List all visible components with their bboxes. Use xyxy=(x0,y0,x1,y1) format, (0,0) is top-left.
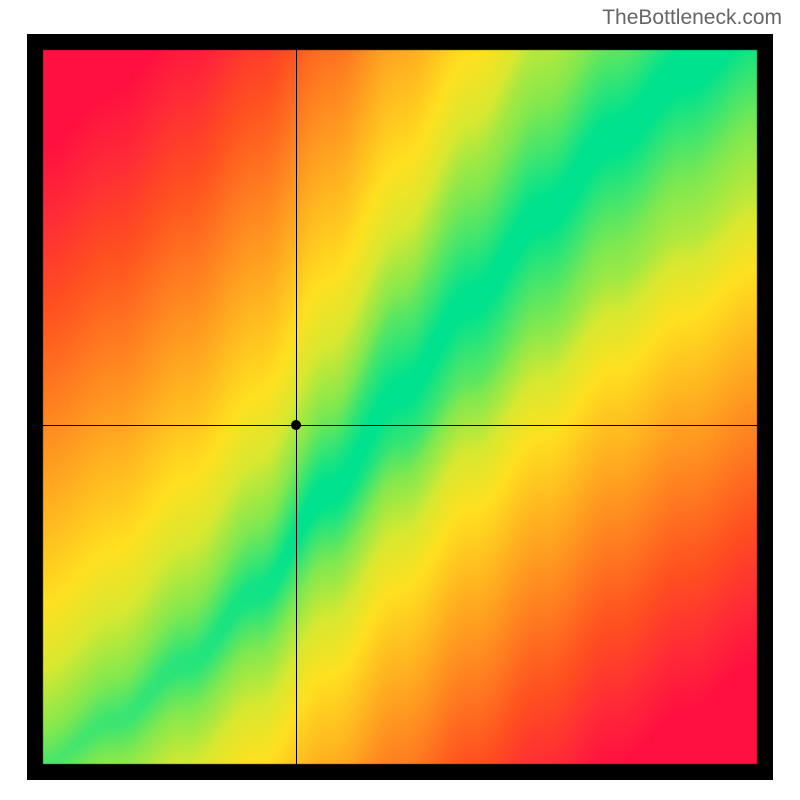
crosshair-vertical xyxy=(296,50,297,764)
crosshair-point xyxy=(291,420,301,430)
bottleneck-heatmap xyxy=(27,34,773,780)
chart-frame xyxy=(27,34,773,780)
attribution-text: TheBottleneck.com xyxy=(602,6,782,30)
crosshair-horizontal xyxy=(43,425,757,426)
